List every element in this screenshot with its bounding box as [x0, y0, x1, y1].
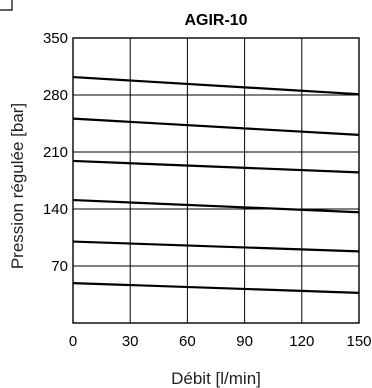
y-tick-label: 280 [43, 87, 68, 104]
x-tick-label: 0 [69, 333, 77, 350]
x-tick-label: 30 [122, 333, 139, 350]
series-line-6 [72, 282, 360, 294]
plot-frame [72, 37, 360, 324]
x-tick-labels: 0 30 60 90 120 150 [69, 333, 372, 350]
corner-mark [0, 0, 13, 11]
series-line-3 [72, 159, 360, 174]
chart-title: AGIR-10 [184, 12, 247, 29]
x-tick-label: 60 [179, 333, 196, 350]
series-line-2 [72, 117, 360, 136]
series-line-1 [72, 75, 360, 96]
y-tick-labels: 70 140 210 280 350 [43, 30, 68, 275]
x-tick-label: 90 [236, 333, 253, 350]
y-tick-label: 140 [43, 201, 68, 218]
series-lines [72, 75, 360, 294]
grid [73, 38, 359, 323]
series-line-5 [72, 240, 360, 253]
y-tick-label: 350 [43, 30, 68, 47]
x-axis-label: Débit [l/min] [171, 369, 261, 388]
x-tick-label: 150 [346, 333, 371, 350]
y-tick-label: 70 [51, 258, 68, 275]
x-tick-label: 120 [289, 333, 314, 350]
series-line-4 [72, 198, 360, 214]
y-axis-label: Pression régulée [bar] [8, 103, 27, 269]
y-tick-label: 210 [43, 144, 68, 161]
